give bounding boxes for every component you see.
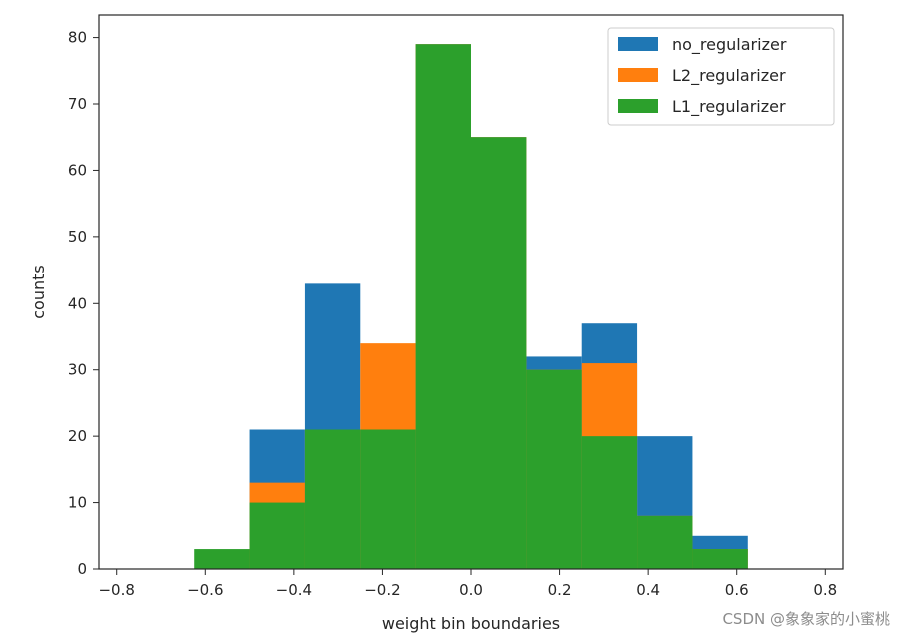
legend: no_regularizer L2_regularizer L1_regulariz… — [607, 27, 835, 126]
legend-label-L2_regularizer: L2_regularizer — [672, 66, 786, 86]
x-axis-ticks: −0.8 −0.6 −0.4 −0.2 0.0 0.2 0.4 0.6 0.8 — [98, 569, 837, 599]
y-tick-label: 50 — [68, 228, 87, 246]
y-tick-label: 10 — [68, 494, 87, 512]
x-tick-label: −0.2 — [364, 581, 400, 599]
bar-L1_regularizer-5 — [471, 137, 527, 570]
y-tick-label: 30 — [68, 361, 87, 379]
bar-L1_regularizer-7 — [581, 436, 638, 569]
y-tick-label: 80 — [68, 29, 87, 47]
x-tick-label: 0.0 — [459, 581, 483, 599]
x-tick-label: −0.6 — [187, 581, 223, 599]
bar-L1_regularizer-4 — [415, 44, 471, 569]
x-tick-label: 0.4 — [636, 581, 660, 599]
bars-layer — [194, 44, 748, 570]
bar-L1_regularizer-2 — [304, 429, 361, 569]
x-tick-label: 0.8 — [813, 581, 837, 599]
legend-box — [607, 27, 835, 126]
x-tick-label: 0.6 — [725, 581, 749, 599]
bar-L1_regularizer-9 — [692, 549, 748, 569]
x-tick-label: −0.8 — [98, 581, 134, 599]
bar-L1_regularizer-0 — [194, 549, 250, 569]
y-tick-label: 40 — [68, 294, 87, 312]
bar-L1_regularizer-3 — [360, 429, 416, 569]
legend-swatch-no_regularizer — [618, 37, 658, 51]
bar-L1_regularizer-1 — [249, 502, 305, 569]
x-tick-label: 0.2 — [548, 581, 572, 599]
x-axis-label: weight bin boundaries — [382, 614, 560, 633]
bar-L1_regularizer-6 — [526, 369, 582, 569]
legend-label-L1_regularizer: L1_regularizer — [672, 97, 786, 117]
y-tick-label: 70 — [68, 95, 87, 113]
legend-swatch-L1_regularizer — [618, 99, 658, 113]
y-axis-label: counts — [29, 265, 48, 318]
y-axis-ticks: 0 10 20 30 40 50 60 70 80 — [68, 29, 99, 578]
legend-label-no_regularizer: no_regularizer — [672, 35, 787, 55]
y-tick-label: 20 — [68, 427, 87, 445]
watermark-text: CSDN @象象家的小蜜桃 — [722, 610, 890, 628]
y-tick-label: 0 — [77, 560, 87, 578]
x-tick-label: −0.4 — [276, 581, 312, 599]
legend-swatch-L2_regularizer — [618, 68, 658, 82]
y-tick-label: 60 — [68, 161, 87, 179]
bar-L1_regularizer-8 — [637, 515, 693, 569]
